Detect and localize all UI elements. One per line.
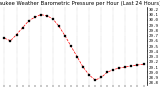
- Title: Milwaukee Weather Barometric Pressure per Hour (Last 24 Hours): Milwaukee Weather Barometric Pressure pe…: [0, 1, 160, 6]
